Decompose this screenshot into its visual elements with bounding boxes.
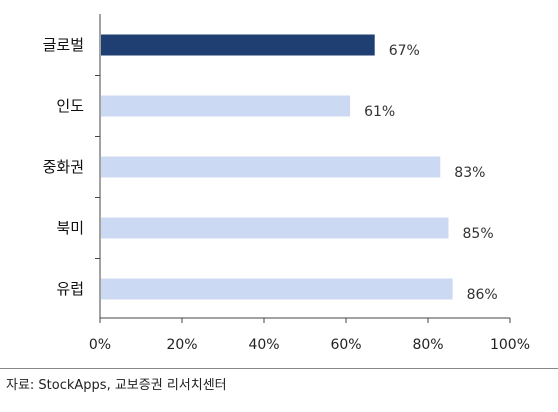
bars-group: [101, 34, 453, 300]
bar-4: [101, 217, 449, 239]
x-tick-label-3: 40%: [248, 337, 279, 353]
x-tick-label-1: 0%: [89, 337, 111, 353]
bar-5: [101, 278, 453, 300]
category-label-1: 글로벌: [43, 36, 84, 54]
value-label-1: 67%: [389, 43, 420, 59]
value-label-5: 86%: [467, 287, 498, 303]
category-label-2: 인도: [56, 97, 84, 115]
value-labels: 67% 61% 83% 85% 86%: [364, 43, 498, 303]
x-tick-label-2: 20%: [166, 337, 197, 353]
axes: [95, 14, 511, 323]
category-label-4: 북미: [56, 219, 84, 237]
x-tick-labels: 0% 20% 40% 60% 80% 100%: [89, 337, 530, 353]
value-label-4: 85%: [463, 226, 494, 242]
category-label-3: 중화권: [43, 158, 84, 176]
x-tick-label-6: 100%: [490, 337, 530, 353]
bar-3: [101, 156, 441, 178]
source-note: 자료: StockApps, 교보증권 리서치센터: [6, 378, 227, 393]
bar-2: [101, 95, 351, 117]
x-tick-label-5: 80%: [412, 337, 443, 353]
category-label-5: 유럽: [56, 280, 84, 298]
value-label-3: 83%: [454, 165, 485, 181]
source-divider: [0, 368, 558, 369]
bar-1: [101, 34, 375, 56]
x-tick-label-4: 60%: [330, 337, 361, 353]
value-label-2: 61%: [364, 104, 395, 120]
